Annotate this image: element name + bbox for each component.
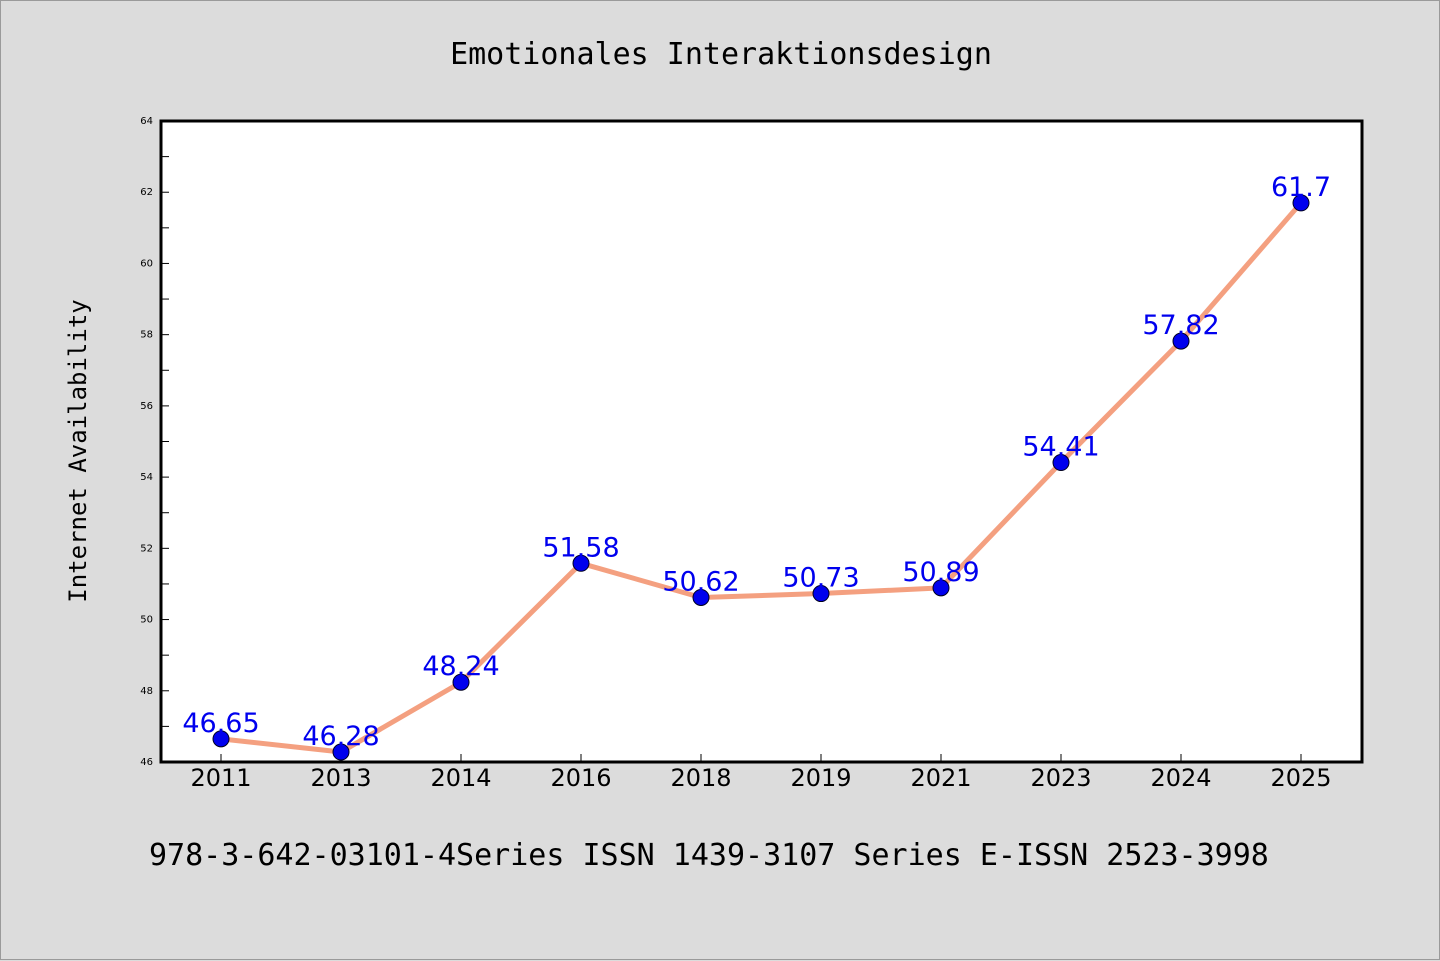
- data-label: 48.24: [422, 651, 499, 682]
- x-tick-label: 2014: [430, 764, 491, 792]
- data-label: 46.65: [182, 708, 259, 739]
- y-tick-label: 56: [140, 401, 153, 412]
- data-point: [452, 673, 470, 691]
- x-tick-label: 2024: [1150, 764, 1211, 792]
- y-tick-label: 52: [140, 543, 153, 554]
- data-point: [1172, 332, 1190, 350]
- y-tick-label: 60: [140, 258, 153, 269]
- footer-text: 978-3-642-03101-4Series ISSN 1439-3107 S…: [149, 838, 1269, 873]
- data-label: 46.28: [302, 721, 379, 752]
- data-label: 50.73: [782, 563, 859, 594]
- x-tick-label: 2023: [1030, 764, 1091, 792]
- data-point: [812, 585, 830, 603]
- y-tick-label: 64: [140, 116, 153, 127]
- data-point: [932, 579, 950, 597]
- y-axis-label: Internet Availability: [64, 299, 92, 602]
- y-tick-label: 62: [140, 187, 153, 198]
- x-axis-ticks: 2011 2013 2014 2016 2018 2019 2021 2023 2024 2025: [190, 754, 1332, 792]
- data-point: [1292, 194, 1310, 212]
- series-layer: 46.65 46.28 48.24 51.58 50.62 50.73 50.89 54.41…: [182, 172, 1331, 761]
- data-point: [572, 554, 590, 572]
- data-point: [1052, 454, 1070, 472]
- y-tick-label: 46: [140, 757, 153, 768]
- y-tick-label: 54: [140, 472, 153, 483]
- data-label: 57.82: [1142, 310, 1219, 341]
- series-line: [218, 200, 1304, 755]
- x-tick-label: 2011: [190, 764, 251, 792]
- x-tick-label: 2018: [670, 764, 731, 792]
- y-tick-label: 58: [140, 330, 153, 341]
- data-label: 50.89: [902, 557, 979, 588]
- data-point: [692, 588, 710, 606]
- data-label: 50.62: [662, 566, 739, 597]
- x-tick-label: 2021: [910, 764, 971, 792]
- x-tick-label: 2013: [310, 764, 371, 792]
- data-point: [332, 743, 350, 761]
- y-axis-ticks: 46 48 50 52 54 56 58 60 62 64: [140, 116, 169, 768]
- x-tick-label: 2019: [790, 764, 851, 792]
- data-point: [212, 730, 230, 748]
- data-label: 51.58: [542, 532, 619, 563]
- x-tick-label: 2025: [1270, 764, 1331, 792]
- y-tick-label: 50: [140, 615, 153, 626]
- chart-title: Emotionales Interaktionsdesign: [450, 37, 992, 72]
- y-tick-label: 48: [140, 686, 153, 697]
- data-label: 61.7: [1271, 172, 1331, 203]
- x-tick-label: 2016: [550, 764, 611, 792]
- plot-area: [159, 119, 1364, 764]
- data-label: 54.41: [1022, 432, 1099, 463]
